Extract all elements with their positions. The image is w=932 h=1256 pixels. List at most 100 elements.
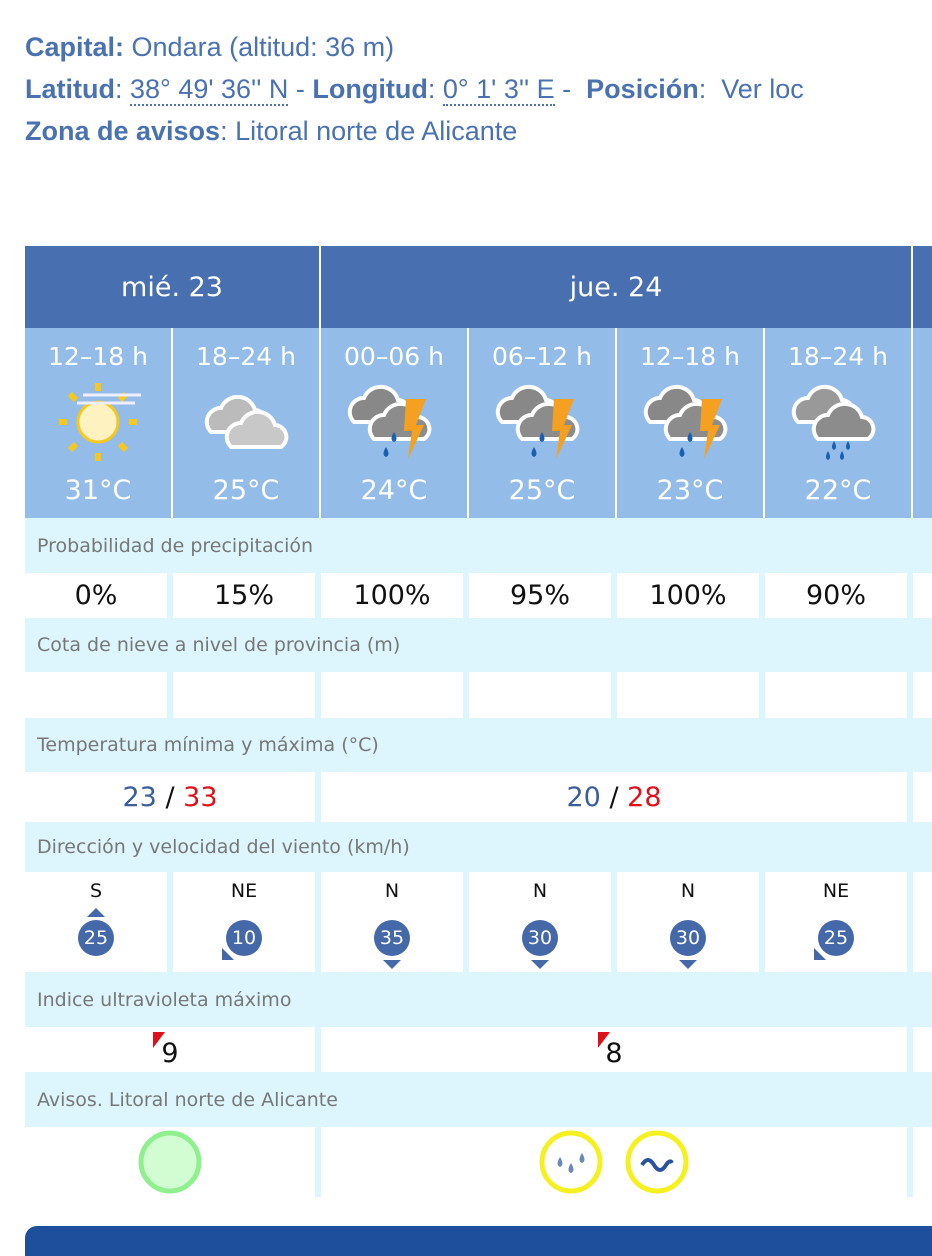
latitude-value: 38° 49' 36'' N	[130, 74, 289, 106]
uv-cell: 8	[321, 1027, 907, 1072]
precip-value: 0%	[25, 573, 167, 618]
avisos-cell	[25, 1127, 315, 1197]
wind-arrow-icon	[531, 960, 549, 969]
warning-zone-value: Litoral norte de Alicante	[235, 116, 518, 146]
avisos-cell-next	[913, 1127, 932, 1197]
precip-value: 100%	[617, 573, 759, 618]
capital-label: Capital:	[25, 32, 125, 62]
precip-value-next	[913, 573, 932, 618]
wind-speed: 30	[522, 920, 558, 969]
wind-speed-value: 10	[231, 927, 257, 949]
forecast-table: mié. 23 jue. 24 12–18 h 31°C 18–24 h 25°C 00…	[25, 246, 932, 1197]
period-hour: 12–18 h	[640, 342, 740, 371]
wind-label: Dirección y velocidad del viento (km/h)	[25, 822, 932, 872]
wind-direction: N	[384, 880, 400, 902]
period-cell: 00–06 h 24°C	[321, 328, 469, 518]
wind-cell: N 35	[321, 872, 463, 972]
wind-cell: S 25	[25, 872, 167, 972]
snow-value	[173, 672, 315, 718]
period-cell: 06–12 h 25°C	[469, 328, 617, 518]
green-level-icon[interactable]	[137, 1129, 203, 1195]
snow-value	[765, 672, 907, 718]
wind-cell: N 30	[469, 872, 611, 972]
longitude-label: Longitud	[312, 74, 428, 104]
day-header: mié. 23	[25, 246, 321, 328]
temp-cell-next	[913, 772, 932, 822]
wind-arrow-icon	[383, 960, 401, 969]
wind-speed-value: 30	[675, 927, 701, 949]
wind-direction: S	[89, 880, 103, 902]
cloudy-icon	[173, 377, 319, 467]
uv-cell: 9	[25, 1027, 315, 1072]
wind-speed: 30	[670, 920, 706, 969]
wind-cell-next	[913, 872, 932, 972]
wind-cell: N 30	[617, 872, 759, 972]
temp-min: 20	[566, 781, 601, 813]
snow-value	[617, 672, 759, 718]
avisos-label: Avisos. Litoral norte de Alicante	[25, 1072, 932, 1127]
wind-speed-value: 25	[823, 927, 849, 949]
period-temp: 23°C	[656, 475, 724, 506]
wind-direction: NE	[230, 880, 258, 902]
wind-speed-value: 30	[527, 927, 553, 949]
location-info: Capital: Ondara (altitud: 36 m) Latitud:…	[25, 32, 804, 146]
precip-value: 90%	[765, 573, 907, 618]
snow-value	[25, 672, 167, 718]
temp-min-max: 23 / 33	[25, 772, 315, 822]
period-hour: 18–24 h	[788, 342, 888, 371]
warning-zone-label: Zona de avisos	[25, 116, 221, 146]
cloud-rain-icon	[765, 377, 911, 467]
storm-rain-icon	[469, 377, 615, 467]
wind-direction: N	[680, 880, 696, 902]
latitude-label: Latitud	[25, 74, 115, 104]
precip-value: 15%	[173, 573, 315, 618]
temp-max: 33	[183, 781, 218, 813]
period-hour: 18–24 h	[196, 342, 296, 371]
temp-separator: /	[165, 781, 175, 813]
period-cell: 12–18 h 31°C	[25, 328, 173, 518]
temp-separator: /	[609, 781, 619, 813]
snow-value-next	[913, 672, 932, 718]
period-cell: 18–24 h 22°C	[765, 328, 913, 518]
period-temp: 24°C	[360, 475, 428, 506]
snow-label: Cota de nieve a nivel de provincia (m)	[25, 618, 932, 672]
period-cell-next	[913, 328, 932, 518]
storm-rain-icon	[617, 377, 763, 467]
period-cell: 18–24 h 25°C	[173, 328, 321, 518]
avisos-cell	[321, 1127, 907, 1197]
wind-direction: N	[532, 880, 548, 902]
period-temp: 25°C	[508, 475, 576, 506]
wind-speed: 25	[78, 908, 114, 956]
uv-flag-icon	[153, 1032, 165, 1048]
day-header: jue. 24	[321, 246, 913, 328]
wind-speed-value: 35	[379, 927, 405, 949]
wind-speed: 35	[374, 920, 410, 969]
temp-label: Temperatura mínima y máxima (°C)	[25, 718, 932, 772]
wind-arrow-icon	[222, 948, 234, 960]
temp-min: 23	[122, 781, 157, 813]
period-hour: 06–12 h	[492, 342, 592, 371]
period-temp: 25°C	[212, 475, 280, 506]
yellow-rain-icon[interactable]	[538, 1129, 604, 1195]
view-location-link[interactable]: Ver loc	[721, 74, 804, 104]
storm-rain-icon	[321, 377, 467, 467]
wind-direction: NE	[822, 880, 850, 902]
period-temp: 22°C	[804, 475, 872, 506]
capital-value: Ondara (altitud: 36 m)	[131, 32, 395, 62]
period-hour: 12–18 h	[48, 342, 148, 371]
uv-flag-icon	[598, 1032, 610, 1048]
uv-cell-next	[913, 1027, 932, 1072]
precip-value: 95%	[469, 573, 611, 618]
uv-label: Indice ultravioleta máximo	[25, 972, 932, 1027]
longitude-value: 0° 1' 3'' E	[442, 74, 555, 106]
bottom-section-bar	[25, 1226, 932, 1256]
wind-cell: NE 25	[765, 872, 907, 972]
snow-value	[321, 672, 463, 718]
temp-max: 28	[627, 781, 662, 813]
yellow-coastal-icon[interactable]	[624, 1129, 690, 1195]
day-header-next	[913, 246, 932, 328]
wind-speed-value: 25	[83, 927, 109, 949]
wind-speed: 25	[814, 920, 854, 960]
uv-value: 9	[161, 1038, 179, 1069]
wind-arrow-icon	[679, 960, 697, 969]
